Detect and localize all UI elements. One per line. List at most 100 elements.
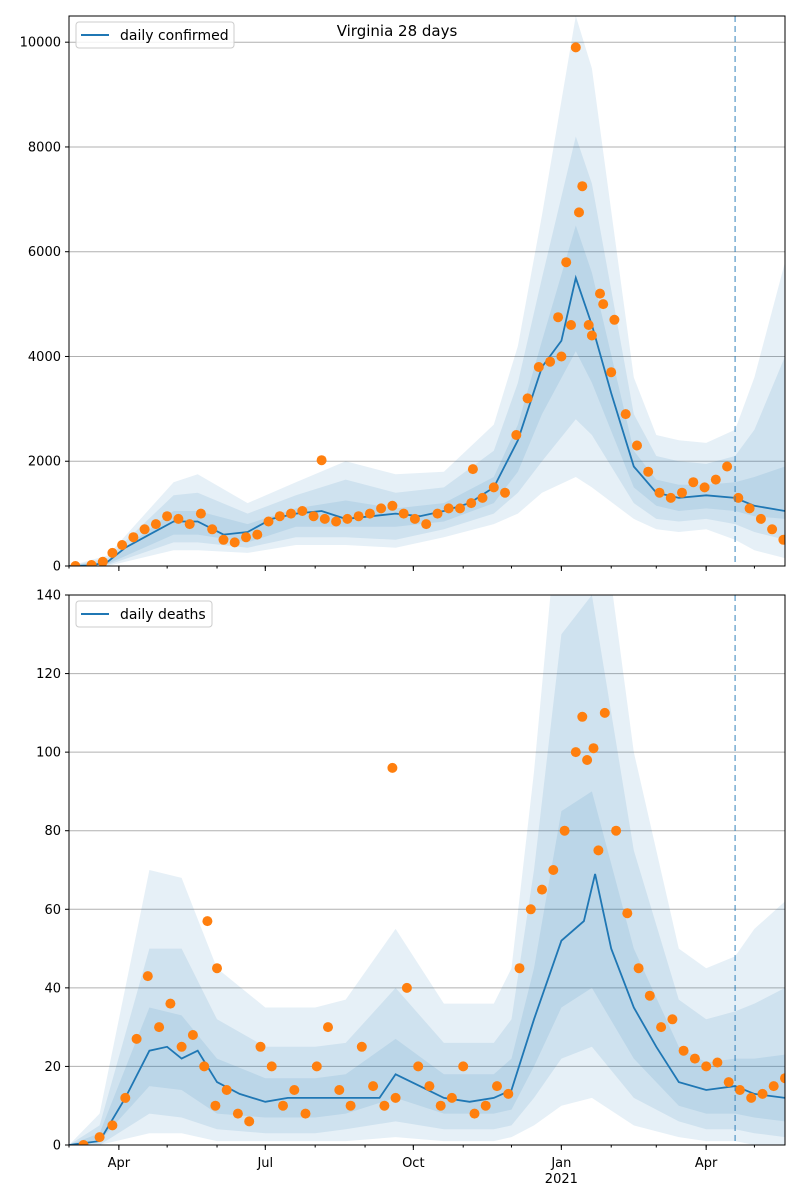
y-tick-label: 40 [44, 981, 61, 996]
observed-point [316, 455, 327, 466]
observed-point [778, 534, 785, 545]
observed-point [107, 1120, 118, 1131]
observed-point [266, 1061, 277, 1072]
observed-point [710, 474, 721, 485]
observed-point [746, 1092, 757, 1103]
band-95 [69, 16, 785, 566]
observed-point [342, 513, 353, 524]
legend: daily confirmed [75, 21, 235, 49]
observed-point [353, 511, 364, 522]
observed-point [446, 1092, 457, 1103]
observed-point [466, 498, 477, 509]
plot-area [69, 16, 785, 566]
y-tick-label: 100 [36, 746, 61, 761]
observed-point [656, 1022, 667, 1033]
observed-point [97, 556, 108, 566]
observed-point [368, 1081, 379, 1092]
observed-point [577, 181, 588, 192]
observed-point [643, 466, 654, 477]
observed-point [187, 1030, 198, 1040]
observed-point [622, 908, 633, 919]
observed-point [688, 477, 699, 488]
observed-point [199, 1061, 210, 1072]
observed-point [593, 845, 604, 856]
observed-point [435, 1100, 446, 1111]
observed-point [559, 825, 570, 836]
observed-point [611, 825, 622, 836]
observed-point [398, 508, 409, 519]
observed-point [286, 508, 296, 519]
y-tick-label: 8000 [28, 140, 61, 155]
observed-point [570, 747, 581, 758]
observed-point [606, 367, 617, 378]
legend-label: daily deaths [120, 607, 206, 623]
observed-point [780, 1073, 785, 1084]
observed-point [289, 1085, 300, 1095]
observed-point [574, 207, 584, 218]
observed-point [553, 312, 564, 323]
observed-point [467, 464, 478, 475]
legend-box [75, 600, 213, 628]
observed-point [424, 1081, 435, 1092]
observed-point [413, 1061, 424, 1072]
observed-point [345, 1100, 356, 1111]
observed-point [131, 1033, 142, 1044]
observed-point [537, 884, 547, 895]
observed-point [458, 1061, 469, 1072]
observed-point [757, 1088, 768, 1099]
observed-point [255, 1041, 266, 1052]
observed-point [723, 1077, 734, 1088]
observed-point [311, 1061, 322, 1072]
observed-point [409, 513, 420, 524]
y-tick-label: 10000 [20, 36, 61, 51]
observed-point [443, 503, 454, 514]
observed-point [500, 487, 510, 498]
observed-point [128, 532, 139, 543]
observed-point [768, 1081, 779, 1092]
confirmed-panel: 0 2000 4000 6000 8000 10000 daily confirmed [20, 15, 786, 575]
y-tick-label: 4000 [28, 350, 61, 365]
axes-frame [68, 15, 786, 567]
observed-point [139, 524, 150, 535]
observed-point [323, 1022, 333, 1033]
observed-point [503, 1088, 514, 1099]
observed-point [644, 990, 655, 1001]
observed-point [274, 511, 285, 522]
x-tick-label: Jul [256, 1156, 273, 1171]
legend-label: daily confirmed [120, 28, 229, 44]
x-tick-label: Oct [402, 1156, 424, 1171]
observed-point [278, 1100, 288, 1111]
observed-point [699, 482, 710, 493]
observed-point [78, 1140, 89, 1145]
observed-point [767, 524, 778, 535]
model-line [69, 873, 785, 1145]
observed-point [477, 492, 488, 503]
observed-point [561, 257, 572, 268]
observed-point [545, 356, 556, 367]
observed-point [120, 1092, 131, 1103]
observed-point [184, 519, 195, 530]
legend-box [75, 21, 235, 49]
observed-point [469, 1108, 480, 1119]
observed-point [488, 482, 499, 493]
x-tick-label: Apr [108, 1156, 131, 1171]
observed-point [387, 762, 398, 773]
observed-point [154, 1022, 165, 1033]
y-tick-label: 2000 [28, 455, 61, 470]
observed-point [609, 314, 620, 325]
axes-frame [68, 594, 786, 1146]
observed-point [229, 537, 240, 548]
observed-point [195, 508, 206, 519]
observed-point [364, 508, 375, 519]
y-tick-label: 0 [53, 1139, 61, 1154]
observed-point [376, 503, 387, 514]
observed-point [263, 516, 274, 527]
observed-point [401, 982, 412, 993]
observed-point [722, 461, 733, 472]
observed-point [297, 506, 308, 516]
y-tick-label: 0 [53, 560, 61, 575]
observed-point [598, 299, 609, 310]
observed-point [218, 534, 229, 545]
observed-point [421, 519, 432, 530]
